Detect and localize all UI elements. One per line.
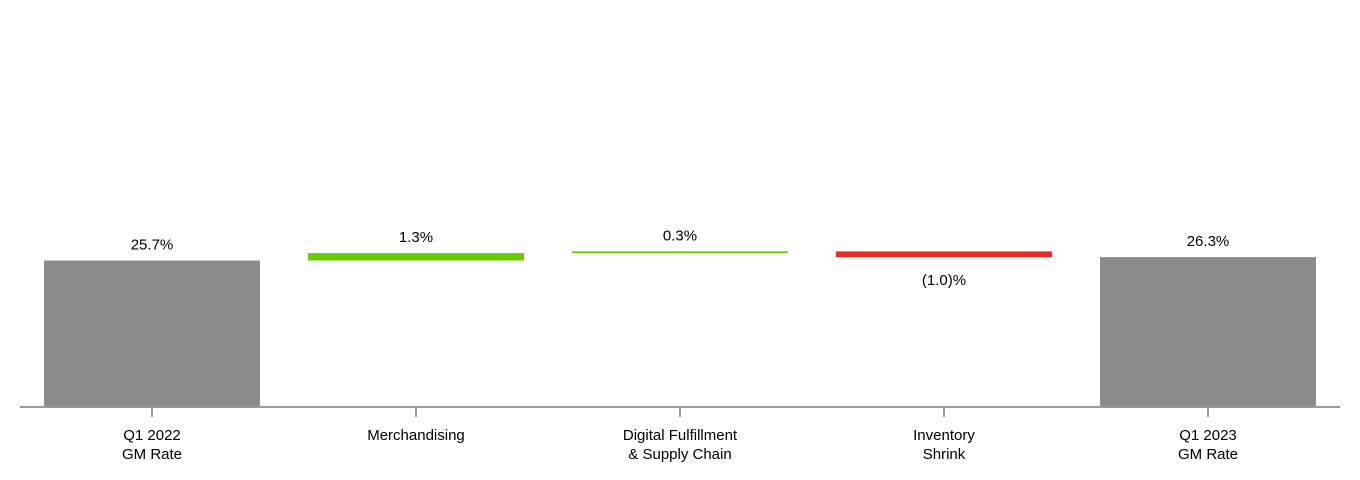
value-labels: 25.7% 1.3% 0.3% (1.0)% 26.3%	[131, 227, 1230, 289]
value-label-1: 25.7%	[131, 237, 174, 254]
category-label-2: Merchandising	[367, 427, 465, 444]
x-axis-ticks	[151, 407, 1209, 417]
bar-4	[836, 251, 1052, 258]
category-label-4: Inventory Shrink	[913, 427, 975, 463]
bar-2	[308, 253, 524, 261]
value-label-3: 0.3%	[663, 227, 697, 244]
bar-5	[1100, 257, 1316, 407]
value-label-5: 26.3%	[1187, 233, 1230, 250]
bar-1	[44, 260, 260, 407]
category-label-3: Digital Fulfillment & Supply Chain	[623, 427, 738, 463]
value-label-4: (1.0)%	[922, 272, 966, 289]
category-label-1: Q1 2022 GM Rate	[122, 427, 182, 463]
category-label-5: Q1 2023 GM Rate	[1178, 427, 1238, 463]
value-label-2: 1.3%	[399, 229, 433, 246]
x-axis-tick-labels: Q1 2022 GM Rate Merchandising Digital Fulfi…	[122, 427, 1238, 463]
bar-3	[572, 251, 788, 254]
chart-bars	[44, 251, 1316, 407]
